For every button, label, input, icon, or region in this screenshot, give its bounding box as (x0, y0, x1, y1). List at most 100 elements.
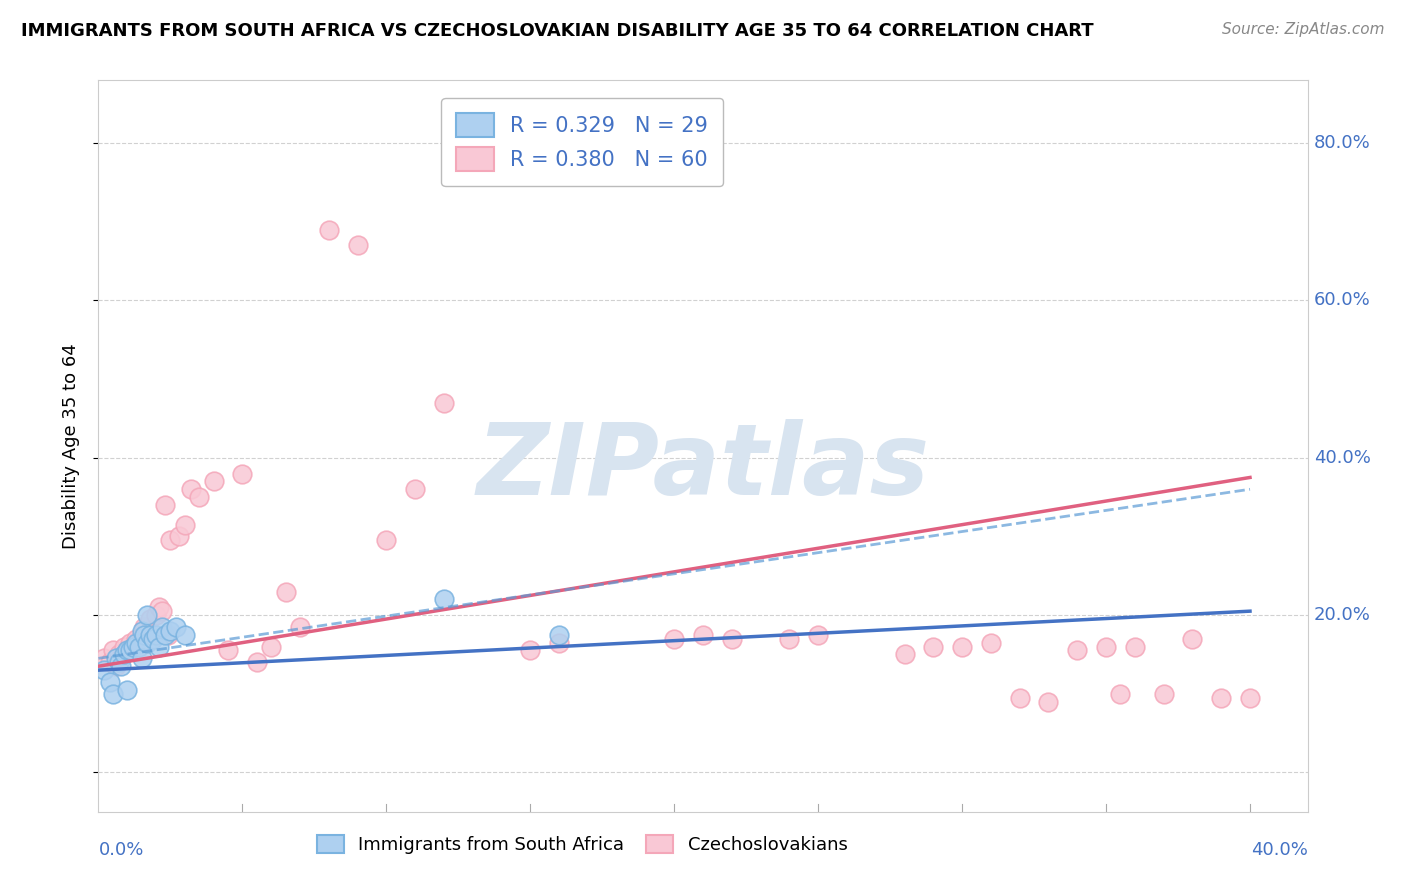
Point (893, 648, 915, 662)
Point (433, 396, 456, 410)
Point (1109, 687, 1132, 701)
Point (318, 223, 340, 237)
Text: Source: ZipAtlas.com: Source: ZipAtlas.com (1222, 22, 1385, 37)
Point (180, 482, 202, 496)
Text: 20.0%: 20.0% (1313, 606, 1371, 624)
Point (145, 628, 167, 642)
Point (1095, 640, 1118, 654)
Point (922, 640, 945, 654)
Point (346, 238, 368, 252)
Point (150, 604, 173, 618)
Point (778, 632, 800, 646)
Point (134, 628, 156, 642)
Point (807, 628, 830, 642)
Point (692, 628, 714, 642)
Point (107, 648, 129, 662)
Point (1239, 690, 1261, 705)
Point (139, 628, 162, 642)
Point (131, 624, 153, 638)
Point (664, 632, 686, 646)
Point (115, 682, 138, 697)
Point (145, 608, 167, 623)
Point (104, 659, 127, 673)
Point (110, 651, 132, 665)
Text: 60.0%: 60.0% (1313, 292, 1371, 310)
Point (1153, 687, 1175, 701)
Point (165, 620, 187, 634)
Point (1066, 643, 1088, 657)
Text: 40.0%: 40.0% (1313, 449, 1371, 467)
Point (139, 612, 162, 626)
Point (1123, 640, 1146, 654)
Point (153, 498, 176, 512)
Point (150, 620, 173, 634)
Point (125, 632, 148, 646)
Point (1008, 690, 1031, 705)
Point (153, 628, 176, 642)
Text: 40.0%: 40.0% (1251, 841, 1308, 859)
Point (173, 628, 195, 642)
Point (548, 635, 571, 649)
Point (548, 628, 571, 642)
Point (136, 608, 159, 623)
Point (115, 643, 138, 657)
Point (98, 675, 121, 690)
Point (120, 635, 142, 649)
Point (1038, 695, 1060, 709)
Point (131, 628, 153, 642)
Point (142, 632, 165, 646)
Point (288, 620, 311, 634)
Point (173, 517, 195, 532)
Y-axis label: Disability Age 35 to 64: Disability Age 35 to 64 (62, 343, 80, 549)
Point (122, 640, 145, 654)
Point (131, 651, 153, 665)
Point (217, 643, 239, 657)
Point (1211, 690, 1233, 705)
Point (112, 640, 135, 654)
Point (202, 475, 225, 489)
Point (125, 635, 148, 649)
Text: IMMIGRANTS FROM SOUTH AFRICA VS CZECHOSLOVAKIAN DISABILITY AGE 35 TO 64 CORRELAT: IMMIGRANTS FROM SOUTH AFRICA VS CZECHOSL… (21, 22, 1094, 40)
Point (134, 620, 156, 634)
Point (107, 655, 129, 669)
Point (274, 584, 297, 599)
Point (101, 687, 124, 701)
Point (98, 655, 121, 669)
Point (720, 632, 742, 646)
Point (93, 663, 115, 677)
Text: 80.0%: 80.0% (1313, 134, 1371, 153)
Point (950, 640, 973, 654)
Point (246, 655, 269, 669)
Point (231, 467, 253, 481)
Point (1181, 632, 1204, 646)
Point (136, 628, 159, 642)
Point (260, 640, 283, 654)
Point (156, 628, 179, 642)
Point (93, 651, 115, 665)
Text: ZIPatlas: ZIPatlas (477, 419, 929, 516)
Point (519, 643, 541, 657)
Text: 0.0%: 0.0% (98, 841, 143, 859)
Point (142, 628, 165, 642)
Point (128, 635, 150, 649)
Point (159, 533, 181, 548)
Point (104, 651, 127, 665)
Point (112, 648, 135, 662)
Point (375, 533, 398, 548)
Point (148, 600, 170, 615)
Point (433, 592, 456, 607)
Point (980, 635, 1002, 649)
Point (122, 640, 145, 654)
Point (136, 635, 159, 649)
Point (128, 640, 150, 654)
Point (167, 529, 190, 543)
Point (110, 659, 132, 673)
Point (148, 640, 170, 654)
Point (120, 643, 142, 657)
Point (101, 643, 124, 657)
Legend: Immigrants from South Africa, Czechoslovakians: Immigrants from South Africa, Czechoslov… (309, 828, 855, 861)
Point (159, 624, 181, 638)
Point (115, 643, 138, 657)
Point (404, 482, 426, 496)
Point (188, 490, 211, 504)
